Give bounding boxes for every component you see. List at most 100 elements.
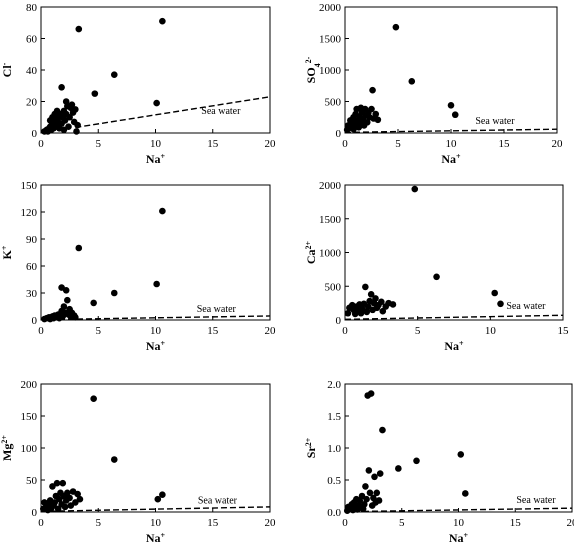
data-point	[74, 490, 81, 498]
data-point	[433, 273, 440, 281]
data-point	[73, 128, 80, 135]
data-point	[369, 86, 376, 94]
chart-panel-4: 0 5 10 15 0 500 1000 1500 2000 Na+ Ca2+ Sea water	[304, 180, 570, 353]
x-tick-label: 20	[265, 138, 277, 150]
data-point	[362, 283, 369, 291]
y-tick-label: 0	[336, 315, 342, 327]
x-tick-label: 10	[150, 517, 162, 529]
data-point	[457, 451, 465, 458]
x-tick-label: 10	[150, 325, 162, 337]
data-point	[413, 457, 420, 465]
data-point	[368, 105, 375, 113]
x-tick-label: 15	[207, 138, 219, 150]
data-point	[392, 23, 400, 31]
data-point	[374, 116, 382, 124]
y-axis-label: SO42-	[304, 56, 322, 83]
data-point	[367, 291, 375, 298]
x-tick-label: 15	[510, 517, 522, 529]
x-axis-label: Na+	[146, 531, 166, 543]
data-point	[60, 303, 68, 310]
data-point	[367, 390, 375, 397]
x-tick-label: 15	[499, 138, 511, 150]
y-tick-label: 2000	[319, 2, 342, 14]
x-axis-label: Na+	[146, 339, 166, 354]
y-tick-label: 1.0	[327, 443, 341, 455]
data-point	[372, 110, 380, 118]
data-point	[53, 479, 61, 487]
data-point	[363, 308, 371, 316]
data-point	[90, 299, 97, 307]
x-tick-label: 15	[558, 325, 570, 337]
data-point	[91, 90, 99, 97]
data-point	[72, 499, 79, 506]
data-point	[76, 495, 84, 503]
data-point	[375, 497, 383, 504]
y-tick-label: 100	[21, 443, 38, 455]
data-point	[462, 490, 469, 497]
data-point	[110, 289, 118, 297]
seawater-line	[75, 96, 271, 129]
x-tick-label: 10	[485, 325, 497, 337]
data-point	[447, 101, 455, 109]
seawater-line	[344, 314, 564, 321]
y-tick-label: 90	[26, 234, 38, 246]
y-tick-label: 2000	[319, 180, 342, 192]
x-tick-label: 0	[342, 517, 348, 529]
y-tick-label: 120	[21, 207, 38, 219]
x-tick-label: 0	[342, 138, 348, 150]
y-tick-label: 150	[21, 411, 38, 423]
x-tick-label: 20	[265, 517, 277, 529]
y-tick-label: 0	[32, 128, 38, 140]
data-point	[159, 17, 166, 25]
data-point	[344, 309, 352, 317]
data-point	[75, 25, 83, 33]
data-point	[110, 456, 118, 463]
data-point	[49, 483, 56, 490]
data-point	[54, 505, 62, 513]
data-point	[366, 489, 374, 497]
data-point	[64, 489, 71, 497]
data-point	[363, 118, 371, 126]
data-point	[64, 296, 71, 304]
y-tick-label: 1500	[319, 34, 342, 46]
data-point	[154, 495, 162, 503]
y-tick-label: 60	[26, 261, 38, 273]
y-tick-label: 0.5	[327, 475, 341, 487]
seawater-annotation: Sea water	[475, 116, 515, 127]
seawater-line	[344, 507, 573, 513]
y-tick-label: 40	[26, 65, 38, 77]
x-tick-label: 0	[342, 325, 348, 337]
x-tick-label: 20	[552, 138, 564, 150]
data-point	[408, 78, 416, 85]
seawater-annotation: Sea water	[516, 495, 556, 506]
data-point	[159, 207, 166, 215]
x-tick-label: 0	[38, 138, 44, 150]
x-axis-label: Na+	[441, 152, 461, 167]
seawater-line	[40, 315, 271, 321]
data-point	[61, 503, 69, 511]
y-axis-label: Cl-	[0, 62, 14, 77]
data-point	[75, 244, 83, 252]
seawater-annotation: Sea water	[506, 301, 546, 312]
data-point	[360, 501, 368, 508]
data-point	[372, 295, 379, 302]
data-point	[51, 499, 59, 506]
y-tick-label: 0	[336, 128, 342, 140]
chart-panel-1: 0 5 10 15 20 0 20 40 60 80 Na+ Cl- Sea water	[0, 2, 276, 166]
data-point	[66, 113, 73, 121]
data-point	[411, 185, 419, 193]
plot-frame	[40, 184, 271, 321]
y-tick-label: 0.0	[327, 507, 341, 519]
data-point	[371, 473, 378, 481]
y-tick-label: 1000	[319, 248, 342, 260]
y-tick-label: 2.0	[327, 379, 341, 391]
y-tick-label: 500	[325, 281, 342, 293]
data-point	[159, 491, 166, 499]
y-axis-label: Mg2+	[0, 435, 14, 461]
data-point	[90, 395, 97, 403]
data-point	[65, 123, 72, 130]
data-point	[363, 495, 370, 503]
x-tick-label: 5	[96, 325, 102, 337]
data-point	[72, 314, 79, 321]
